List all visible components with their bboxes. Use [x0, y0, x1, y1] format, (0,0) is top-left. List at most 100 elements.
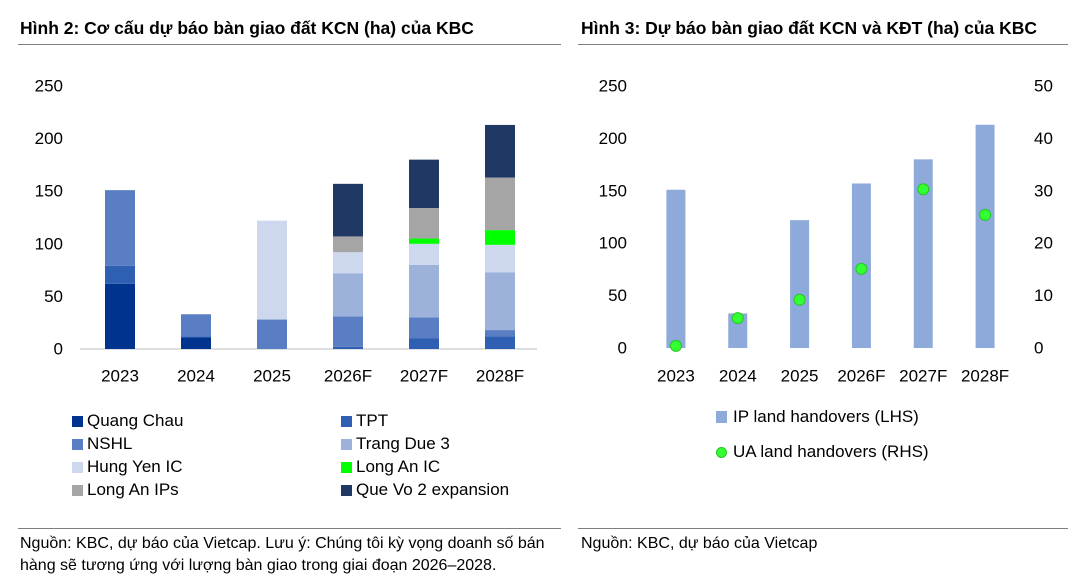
figure-2-title-rule: [18, 44, 561, 45]
bar-segment-tpt-2024: [181, 336, 211, 338]
x-tick-label-2027f: 2027F: [899, 367, 947, 386]
legend-label: Hung Yen IC: [87, 457, 183, 476]
y-right-tick-label-40: 40: [1034, 129, 1053, 148]
x-tick-label-2024: 2024: [719, 367, 757, 386]
bar-segment-long-an-ic-2028f: [485, 230, 515, 245]
bar-segment-que-vo-2-expansion-2028f: [485, 124, 515, 178]
legend-item-que-vo-2-expansion: Que Vo 2 expansion: [341, 479, 509, 501]
y-left-tick-label-200: 200: [599, 129, 627, 148]
bar-segment-nshl-2025: [257, 319, 287, 349]
y-right-tick-label-0: 0: [1034, 339, 1043, 358]
bar-segment-quang-chau-2023: [105, 283, 135, 349]
legend-swatch-que-vo-2-expansion: [341, 484, 352, 496]
bar-segment-hung-yen-ic-2026f: [333, 252, 363, 274]
y-right-tick-label-30: 30: [1034, 181, 1053, 200]
bar-segment-que-vo-2-expansion-2026f: [333, 183, 363, 237]
legend-swatch-trang-due-3: [341, 438, 352, 450]
legend-swatch-tpt: [341, 415, 352, 427]
x-tick-label-2027f: 2027F: [400, 367, 448, 386]
legend-label: Quang Chau: [87, 411, 184, 430]
source-line: hàng sẽ tương ứng với lượng bàn giao tro…: [20, 557, 497, 574]
bar-segment-nshl-2024: [181, 314, 211, 337]
bar-segment-nshl-2023: [105, 190, 135, 266]
y-left-tick-label-0: 0: [618, 339, 627, 358]
source-line: Nguồn: KBC, dự báo của Vietcap. Lưu ý: C…: [20, 535, 545, 552]
y-right-tick-label-20: 20: [1034, 234, 1053, 253]
figure-2-stacked-bar-chart: 0 50 100 150 200 250 2023 2024 2025 2026F 2027F 202…: [35, 77, 537, 386]
x-tick-label-2025: 2025: [781, 367, 819, 386]
bar-segment-long-an-ips-2027f: [409, 208, 439, 239]
point-ua-land-handovers-rhs-2026f: [855, 262, 868, 275]
figure-2-source-note: Nguồn: KBC, dự báo của Vietcap. Lưu ý: C…: [20, 533, 545, 577]
figure-3-title: Hình 3: Dự báo bàn giao đất KCN và KĐT (…: [581, 18, 1038, 38]
figure-3-source-note: Nguồn: KBC, dự báo của Vietcap: [581, 533, 817, 555]
legend-item-trang-due-3: Trang Due 3: [341, 433, 450, 455]
figure-3-combo-chart: 0 50 100 150 200 250 0 10 20 30 40 50 2023 2024 2025 20…: [599, 77, 1053, 386]
figure-3-title-rule: [578, 44, 1068, 45]
legend-item-nshl: NSHL: [72, 433, 132, 455]
legend-swatch-ip-land-handovers: [716, 411, 727, 423]
bar-segment-long-an-ips-2028f: [485, 177, 515, 231]
x-tick-label-2024: 2024: [177, 367, 215, 386]
y-left-tick-label-250: 250: [599, 77, 627, 96]
y-tick-label-200: 200: [35, 129, 63, 148]
bar-ip-land-handovers-lhs-2028f: [975, 124, 995, 348]
bar-ip-land-handovers-lhs-2023: [666, 189, 686, 348]
legend-item-long-an-ic: Long An IC: [341, 456, 440, 478]
legend-marker-ua-land-handovers: [716, 446, 727, 458]
x-tick-label-2023: 2023: [101, 367, 139, 386]
bar-segment-nshl-2026f: [333, 316, 363, 347]
bar-segment-trang-due-3-2027f: [409, 264, 439, 318]
legend-swatch-hung-yen-ic: [72, 461, 83, 473]
point-ua-land-handovers-rhs-2025: [793, 293, 806, 306]
legend-label: NSHL: [87, 434, 133, 453]
y-left-tick-label-50: 50: [608, 286, 627, 305]
bar-segment-trang-due-3-2026f: [333, 273, 363, 317]
bar-segment-que-vo-2-expansion-2027f: [409, 159, 439, 209]
bar-segment-hung-yen-ic-2027f: [409, 243, 439, 265]
legend-label: Long An IPs: [87, 480, 179, 499]
bar-segment-quang-chau-2024: [181, 337, 211, 349]
legend-swatch-long-an-ic: [341, 461, 352, 473]
legend-item-tpt: TPT: [341, 410, 388, 432]
x-tick-label-2026f: 2026F: [324, 367, 372, 386]
legend-item-quang-chau: Quang Chau: [72, 410, 183, 432]
bar-segment-nshl-2027f: [409, 317, 439, 339]
bar-segment-tpt-2028f: [485, 336, 515, 349]
point-ua-land-handovers-rhs-2028f: [979, 208, 992, 221]
legend-label: UA land handovers (RHS): [733, 442, 929, 461]
legend-label: Que Vo 2 expansion: [356, 480, 510, 499]
x-tick-label-2028f: 2028F: [961, 367, 1009, 386]
y-tick-label-100: 100: [35, 234, 63, 253]
x-tick-label-2023: 2023: [657, 367, 695, 386]
y-left-tick-label-100: 100: [599, 234, 627, 253]
legend-swatch-long-an-ips: [72, 484, 83, 496]
x-tick-label-2025: 2025: [253, 367, 291, 386]
y-tick-label-150: 150: [35, 182, 63, 201]
legend-item-ip-land-handovers: IP land handovers (LHS): [716, 406, 919, 428]
bar-segment-tpt-2026f: [333, 346, 363, 349]
y-tick-label-50: 50: [44, 287, 63, 306]
bar-segment-long-an-ips-2026f: [333, 236, 363, 253]
legend-label: IP land handovers (LHS): [733, 407, 919, 426]
y-tick-label-0: 0: [54, 340, 63, 359]
y-right-tick-label-10: 10: [1034, 286, 1053, 305]
bar-segment-hung-yen-ic-2025: [257, 220, 287, 320]
bar-segment-long-an-ic-2027f: [409, 238, 439, 244]
figure-2-title: Hình 2: Cơ cấu dự báo bàn giao đất KCN (…: [20, 18, 474, 38]
bar-ip-land-handovers-lhs-2024: [728, 313, 748, 348]
bar-segment-hung-yen-ic-2028f: [485, 244, 515, 273]
legend-item-hung-yen-ic: Hung Yen IC: [72, 456, 182, 478]
legend-item-ua-land-handovers: UA land handovers (RHS): [716, 441, 929, 463]
x-tick-label-2026f: 2026F: [837, 367, 885, 386]
point-ua-land-handovers-rhs-2024: [731, 312, 744, 325]
bar-segment-tpt-2027f: [409, 338, 439, 349]
legend-swatch-nshl: [72, 438, 83, 450]
point-ua-land-handovers-rhs-2023: [669, 339, 682, 352]
legend-item-long-an-ips: Long An IPs: [72, 479, 179, 501]
legend-label: Trang Due 3: [356, 434, 450, 453]
figure-3-source-rule: [578, 528, 1068, 529]
y-tick-label-250: 250: [35, 77, 63, 96]
legend-label: TPT: [356, 411, 389, 430]
point-ua-land-handovers-rhs-2027f: [917, 183, 930, 196]
